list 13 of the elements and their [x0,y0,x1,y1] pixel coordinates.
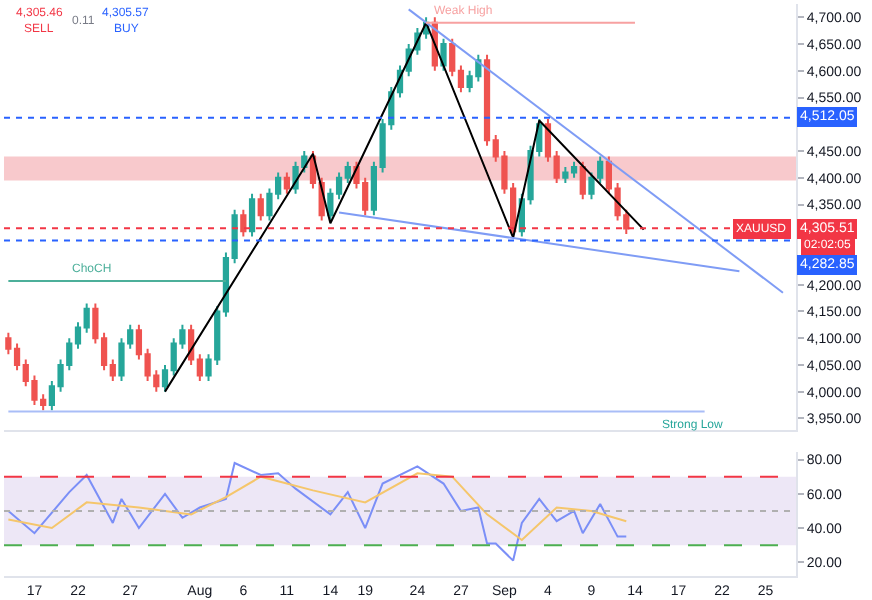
line-series [7,462,628,562]
candlestick [579,160,586,201]
line-series [164,21,645,393]
line-series [7,472,628,542]
candlestick [440,37,447,72]
candlestick [240,208,247,238]
candlestick [283,171,290,195]
candlestick [562,166,569,185]
candlestick [588,171,595,201]
candlestick [257,192,264,222]
candlestick [248,192,256,238]
candlestick [597,155,604,185]
candlestick [570,160,578,179]
